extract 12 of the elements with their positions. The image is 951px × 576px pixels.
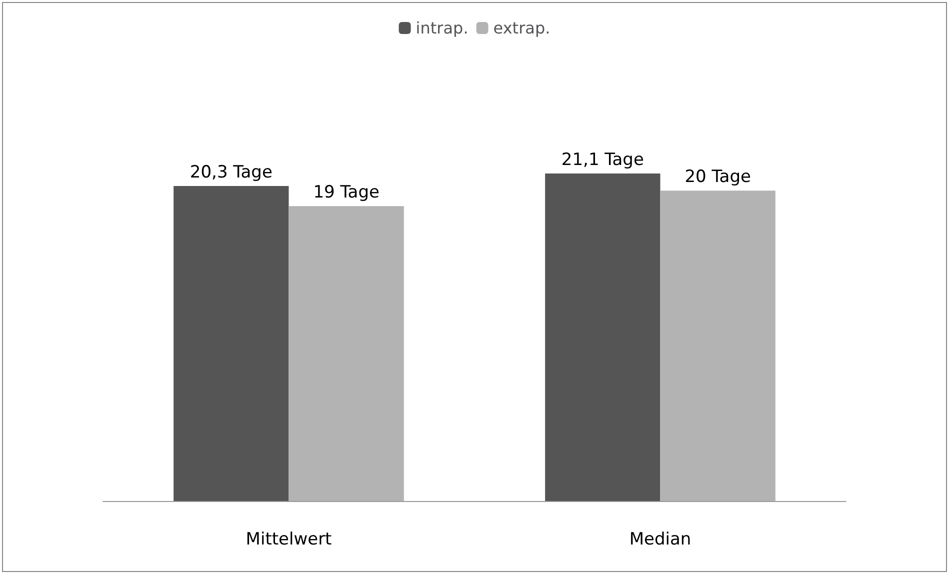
data-label: 20,3 Tage — [190, 162, 272, 182]
x-tick-label: Median — [629, 530, 692, 550]
data-label: 19 Tage — [313, 182, 380, 203]
bar — [174, 186, 289, 501]
bar — [288, 206, 404, 501]
bar — [545, 174, 660, 501]
bar — [660, 190, 776, 501]
data-label: 20 Tage — [684, 167, 751, 188]
legend-label: intrap. — [416, 18, 468, 38]
legend-label: extrap. — [493, 18, 550, 38]
data-label: 21,1 Tage — [561, 150, 644, 170]
x-tick-label: Mittelwert — [246, 530, 332, 550]
